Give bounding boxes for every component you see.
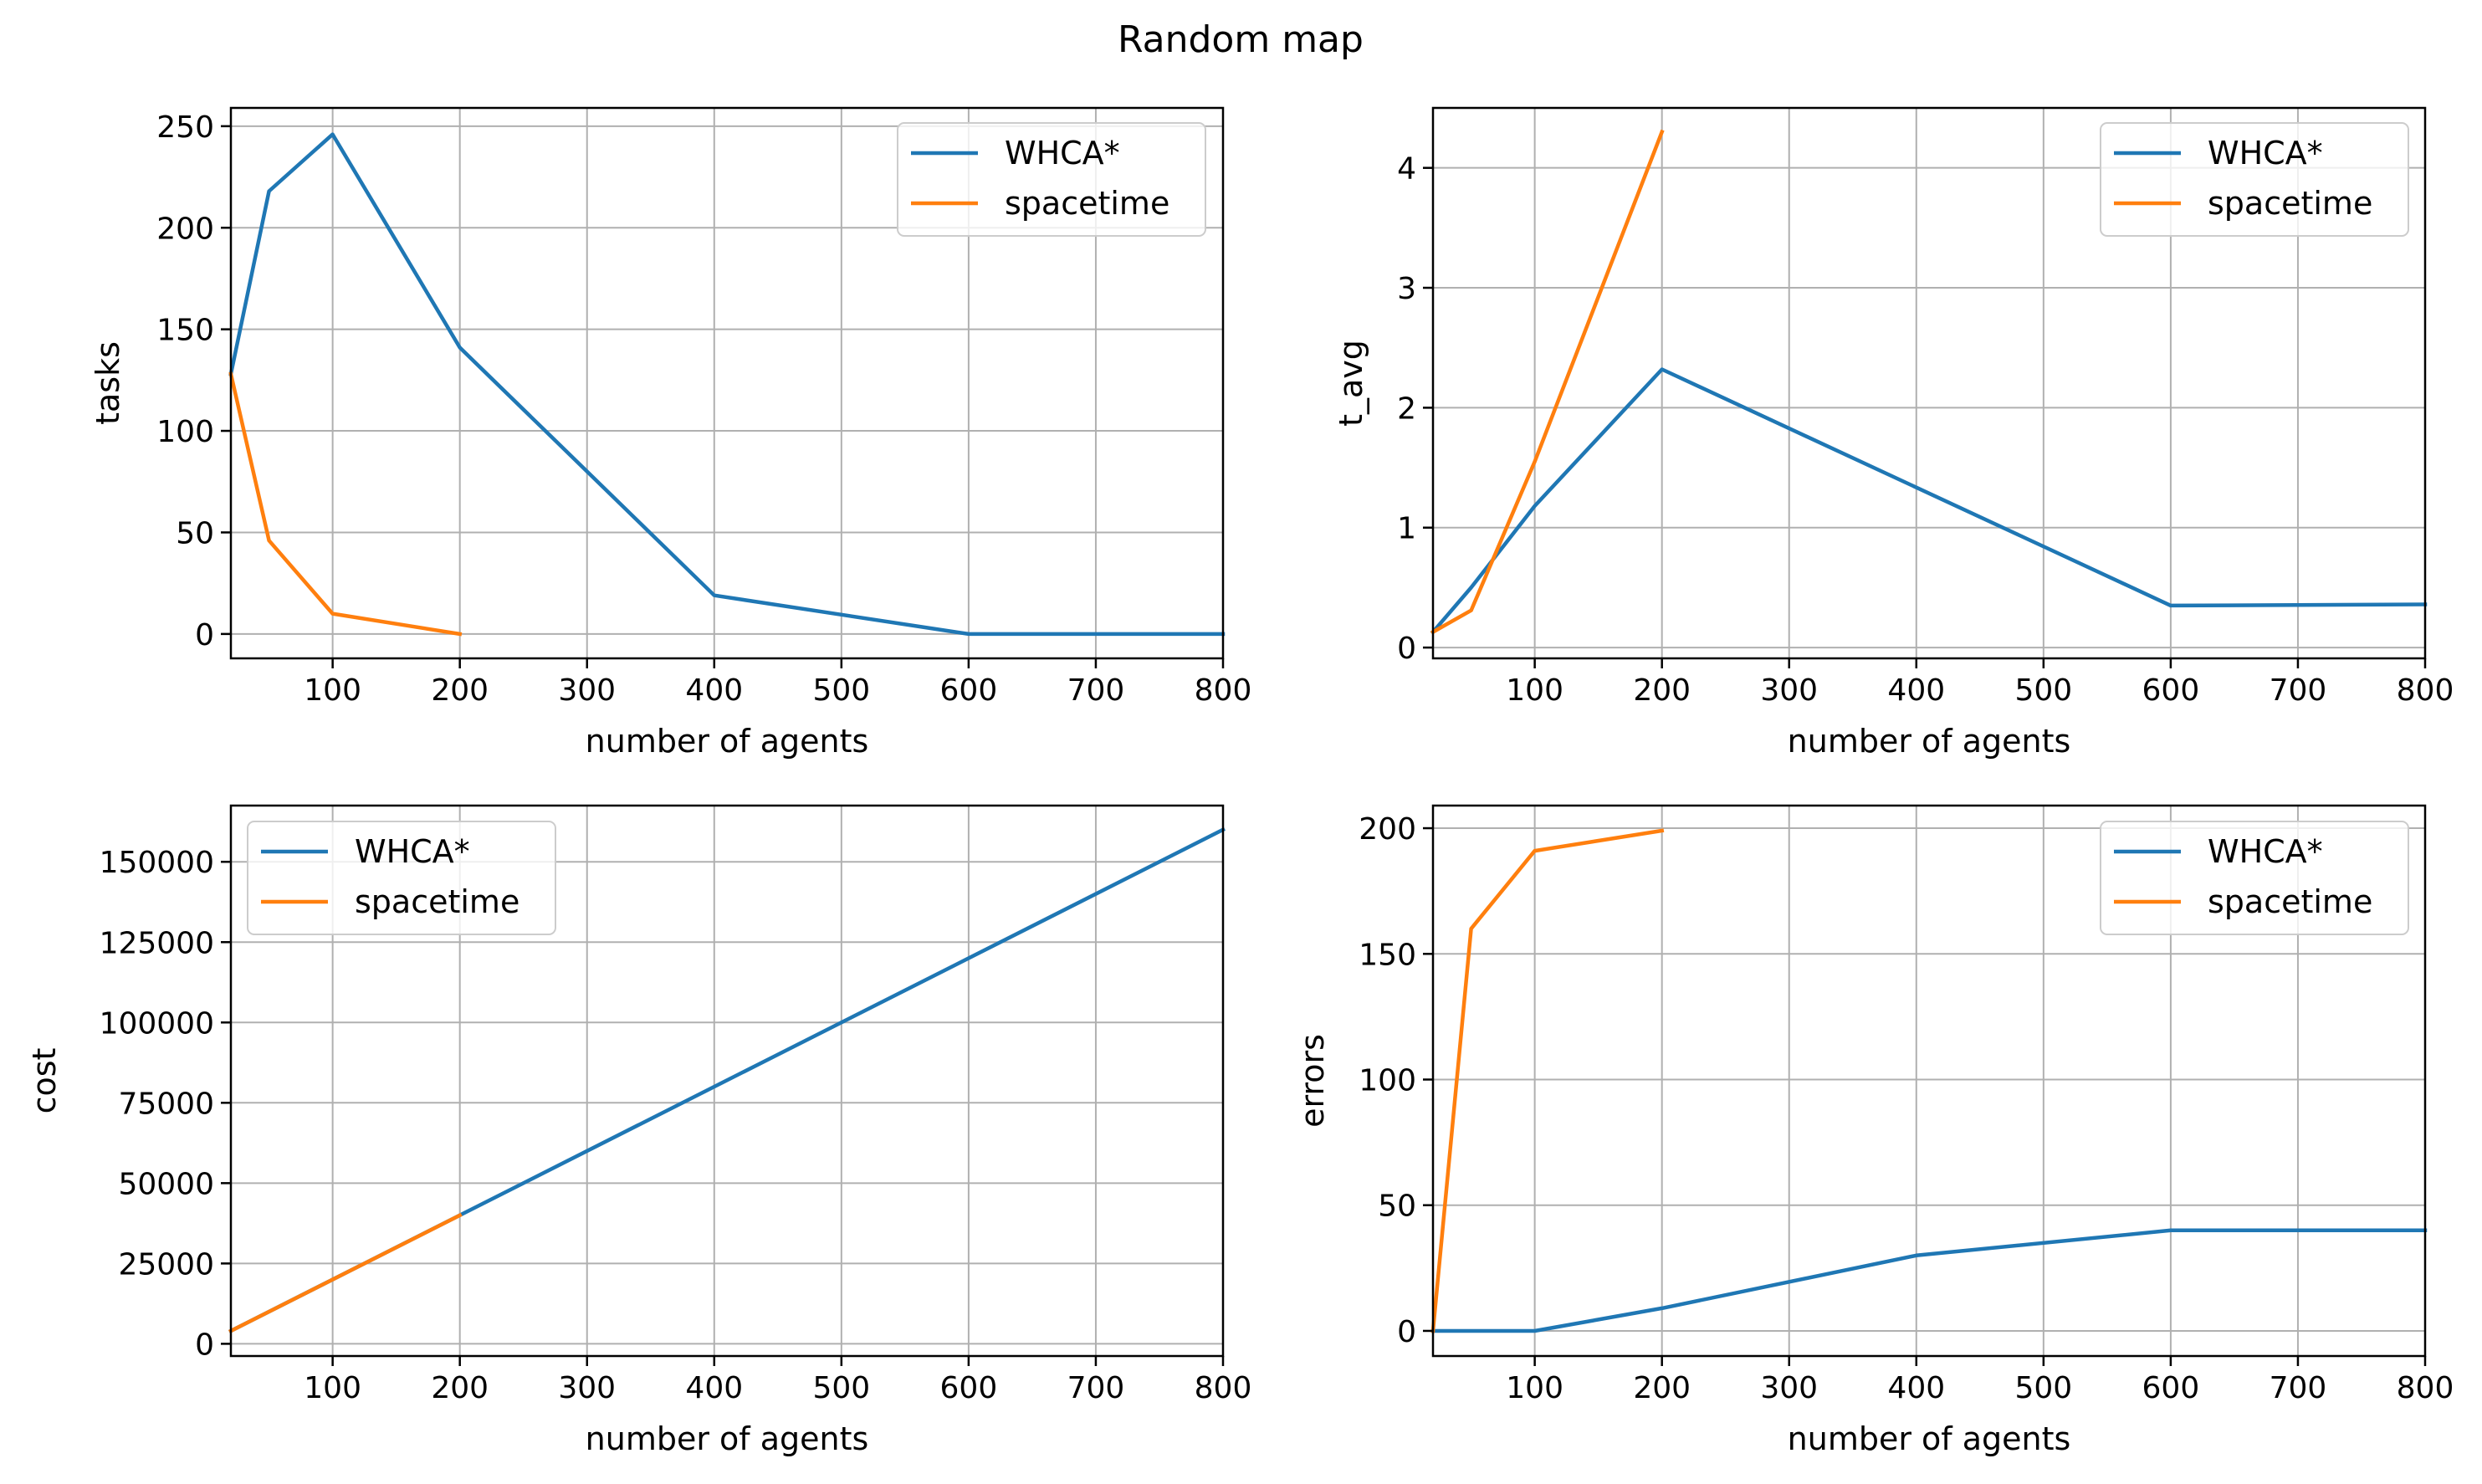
y-tick-label: 150000 <box>100 846 214 880</box>
x-tick-label: 100 <box>1506 673 1563 708</box>
y-tick-label: 150 <box>1359 938 1416 972</box>
x-tick-label: 400 <box>1887 673 1945 708</box>
x-axis-label: number of agents <box>1788 1420 2071 1457</box>
y-tick-label: 50 <box>1378 1190 1416 1224</box>
x-tick-label: 200 <box>1633 673 1691 708</box>
legend: WHCA* spacetime <box>897 122 1206 237</box>
subplots: 100 200 300 400 500 600 700 800050100150200250n… <box>26 106 2454 1457</box>
x-axis-label: number of agents <box>586 1420 869 1457</box>
series-line-spacetime <box>1430 129 1665 635</box>
x-tick-label: 800 <box>2397 673 2454 708</box>
plot-frame <box>1431 106 2427 660</box>
series-line-spacetime <box>228 371 463 637</box>
y-tick-label: 0 <box>195 618 214 652</box>
legend-label-spacetime: spacetime <box>355 883 519 920</box>
legend-label-whca: WHCA* <box>1005 135 1120 171</box>
x-tick-label: 400 <box>685 673 743 708</box>
y-tick-label: 200 <box>1359 812 1416 847</box>
y-tick-label: 0 <box>1397 1315 1416 1349</box>
y-axis-label: t_avg <box>1333 340 1369 427</box>
x-axis-label: number of agents <box>586 723 869 760</box>
series-line-spacetime <box>1430 828 1665 1333</box>
x-tick-label: 600 <box>940 673 998 708</box>
x-tick-label: 700 <box>2270 673 2327 708</box>
y-tick-label: 25000 <box>118 1247 214 1282</box>
x-tick-label: 100 <box>304 673 361 708</box>
y-tick-label: 125000 <box>100 926 214 960</box>
y-tick-label: 0 <box>195 1328 214 1362</box>
series-line-whca <box>1430 1228 2428 1333</box>
subplot-t_avg: 100 200 300 400 500 600 700 800 0 1 2 3 4 number of a… <box>1333 106 2454 760</box>
legend: WHCA* spacetime <box>2100 122 2409 237</box>
x-tick-label: 600 <box>2142 673 2200 708</box>
y-tick-label: 100 <box>156 415 214 449</box>
y-tick-label: 100 <box>1359 1063 1416 1098</box>
y-tick-label: 75000 <box>118 1087 214 1121</box>
y-axis-label: cost <box>26 1048 63 1114</box>
plot-frame <box>229 804 1225 1358</box>
subplot-tasks: 100 200 300 400 500 600 700 800 0 50 100 150 200 250 n… <box>90 106 1252 760</box>
legend-label-spacetime: spacetime <box>2208 883 2372 920</box>
legend-label-whca: WHCA* <box>2208 833 2323 870</box>
y-tick-label: 250 <box>156 110 214 145</box>
legend-label-whca: WHCA* <box>2208 135 2323 171</box>
x-tick-label: 700 <box>2270 1371 2327 1405</box>
plot-frame <box>1431 804 2427 1358</box>
subplot-cost: 100 200 300 400 500 600 700 800 0 25000 50000 75000… <box>26 804 1252 1457</box>
x-tick-label: 100 <box>1506 1371 1563 1405</box>
y-tick-label: 100000 <box>100 1006 214 1041</box>
x-tick-label: 300 <box>558 1371 616 1405</box>
x-tick-label: 200 <box>431 1371 489 1405</box>
x-tick-label: 500 <box>812 673 870 708</box>
x-axis-label: number of agents <box>1788 723 2071 760</box>
y-axis-label: errors <box>1294 1034 1331 1128</box>
series-line-spacetime <box>228 1212 463 1334</box>
y-tick-label: 0 <box>1397 632 1416 666</box>
plot-frame <box>229 106 1225 660</box>
legend-label-spacetime: spacetime <box>2208 185 2372 222</box>
x-tick-label: 300 <box>558 673 616 708</box>
y-tick-label: 50000 <box>118 1167 214 1201</box>
x-tick-label: 800 <box>1195 1371 1252 1405</box>
x-tick-label: 500 <box>2014 1371 2072 1405</box>
x-tick-label: 600 <box>940 1371 998 1405</box>
x-tick-label: 200 <box>431 673 489 708</box>
x-tick-label: 600 <box>2142 1371 2200 1405</box>
y-tick-label: 150 <box>156 314 214 348</box>
legend: WHCA* spacetime <box>2100 821 2409 935</box>
x-tick-label: 800 <box>2397 1371 2454 1405</box>
y-tick-label: 1 <box>1397 512 1416 546</box>
x-tick-label: 200 <box>1633 1371 1691 1405</box>
legend-label-whca: WHCA* <box>355 833 470 870</box>
x-tick-label: 400 <box>685 1371 743 1405</box>
x-tick-label: 800 <box>1195 673 1252 708</box>
y-tick-label: 2 <box>1397 391 1416 426</box>
x-tick-label: 700 <box>1067 1371 1125 1405</box>
subplot-errors: 100 200 300 400 500 600 700 800 0 50 100 150 200 numb… <box>1294 804 2454 1457</box>
x-tick-label: 400 <box>1887 1371 1945 1405</box>
x-tick-label: 500 <box>812 1371 870 1405</box>
y-tick-label: 200 <box>156 212 214 246</box>
x-tick-label: 500 <box>2014 673 2072 708</box>
figure-title: Random map <box>1118 18 1364 61</box>
legend: WHCA* spacetime <box>247 821 556 935</box>
x-tick-label: 100 <box>304 1371 361 1405</box>
y-tick-label: 4 <box>1397 152 1416 187</box>
y-tick-label: 50 <box>176 516 214 550</box>
x-tick-label: 300 <box>1760 1371 1818 1405</box>
legend-label-spacetime: spacetime <box>1005 185 1169 222</box>
series-line-whca <box>1430 367 2428 635</box>
x-tick-label: 300 <box>1760 673 1818 708</box>
y-tick-label: 3 <box>1397 272 1416 306</box>
y-axis-label: tasks <box>90 341 126 425</box>
series-line-whca <box>228 132 1226 637</box>
x-tick-label: 700 <box>1067 673 1125 708</box>
